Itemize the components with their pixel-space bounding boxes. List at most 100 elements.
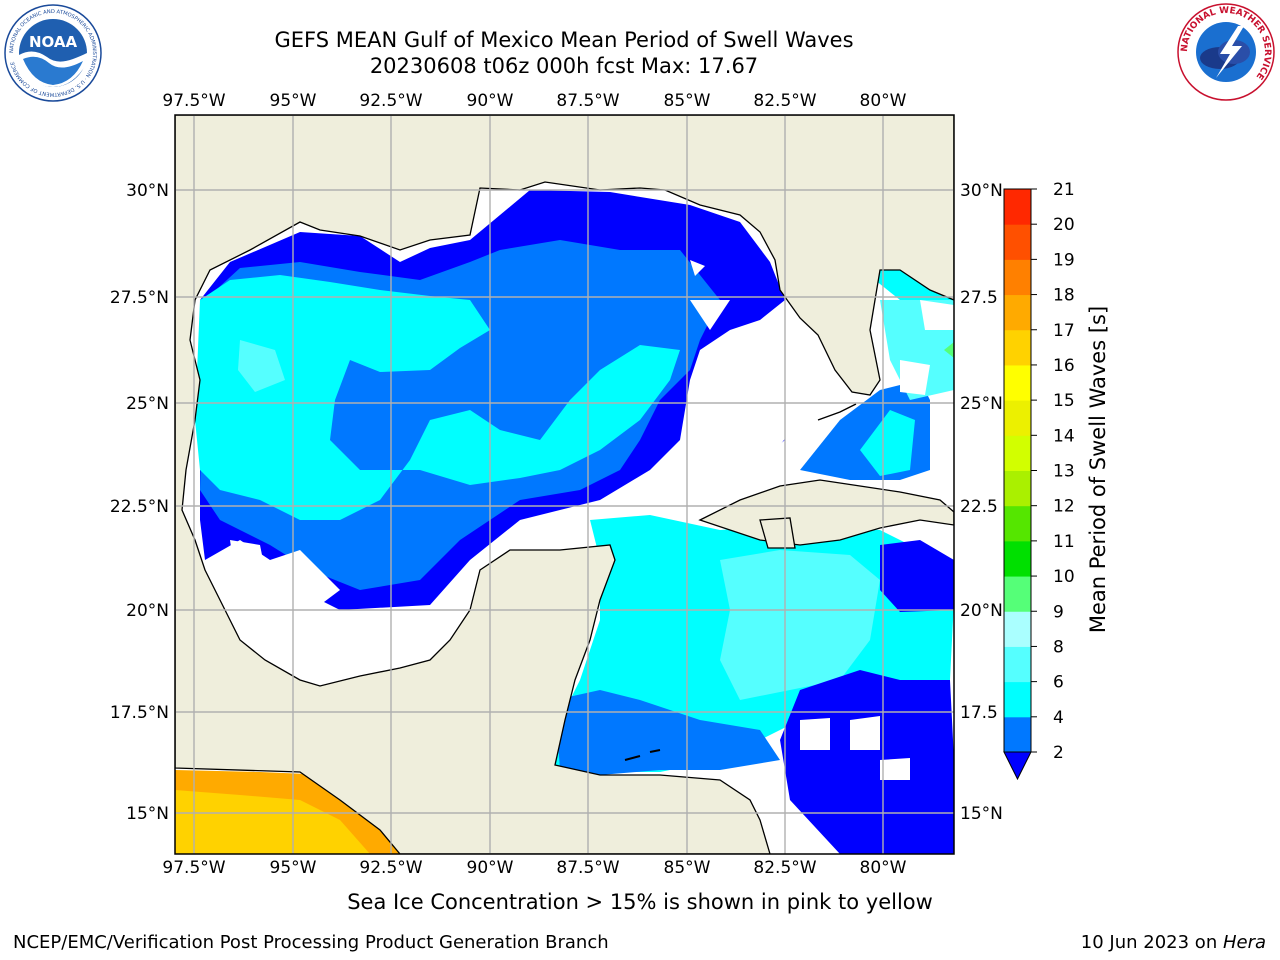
colorbar-tick-label: 17 [1053,321,1075,341]
colorbar-tick-label: 14 [1053,426,1075,446]
swell-lowvalue-area-2 [690,260,705,276]
chart-title: GEFS MEAN Gulf of Mexico Mean Period of … [274,28,854,52]
lat-label-left: 15°N [126,804,169,824]
colorbar-tick-label: 11 [1053,532,1075,552]
colorbar-swatch [1004,716,1031,753]
colorbar-tick-label: 4 [1053,708,1064,728]
lat-label-left: 25°N [126,394,169,414]
colorbar-tick-label: 15 [1053,391,1075,411]
swell-fill-carib-2s-east [780,670,954,854]
colorbar-swatch [1004,224,1031,260]
colorbar-swatch [1004,294,1031,331]
lon-label-top: 85°W [664,91,711,111]
nws-logo: NATIONAL WEATHER SERVICE [1177,3,1275,101]
map-axis-labels: 97.5°W 97.5°W 95°W 95°W 92.5°W 92.5°W 90°W 90°W… [110,91,1003,878]
colorbar-tick-label: 9 [1053,602,1064,622]
lat-label-left: 27.5°N [110,288,169,308]
swell-lowvalue-area-3 [690,360,800,470]
lat-label-left: 20°N [126,601,169,621]
swell-fill-west-patch [238,340,285,392]
swell-lowvalue-area-1 [690,300,730,330]
lat-label-right: 25°N [960,394,1003,414]
lat-label-right: 27.5 [960,288,998,308]
noaa-logo: NATIONAL OCEANIC AND ATMOSPHERIC ADMINIS… [4,4,102,102]
lat-label-right: 17.5 [960,703,998,723]
swell-lowvalue-area-5 [230,540,265,575]
colorbar: 2 4 6 8 9 10 11 12 13 14 15 16 17 18 19 20 21 Mean Period… [1003,180,1110,781]
colorbar-swatch [1004,435,1031,471]
footer-credit: NCEP/EMC/Verification Post Processing Pr… [13,932,609,953]
swell-lowvalue-area-7 [850,716,880,750]
map-layers [175,115,954,854]
colorbar-tick-label: 8 [1053,637,1064,657]
lon-label-bottom: 82.5°W [753,858,816,878]
swell-fill-carib-2s-ne [880,540,954,612]
lon-label-bottom: 97.5°W [162,858,225,878]
colorbar-swatch [1004,576,1031,612]
lon-label-bottom: 92.5°W [359,858,422,878]
colorbar-tick-label: 19 [1053,250,1075,270]
colorbar-tick-label: 16 [1053,356,1075,376]
map-gridlines [175,115,954,854]
footer-date: 10 Jun 2023 on Hera [1081,932,1266,953]
noaa-logo-text: NOAA [29,33,78,51]
colorbar-swatch [1004,470,1031,507]
colorbar-swatch [1004,400,1031,436]
colorbar-swatch [1004,611,1031,647]
swell-fill-carib-4s-south [555,690,780,775]
colorbar-tick-label: 18 [1053,286,1075,306]
colorbar-ticks: 2 4 6 8 9 10 11 12 13 14 15 16 17 18 19 20 21 [1031,180,1075,763]
swell-lowvalue-area-8 [880,758,910,780]
lon-label-bottom: 80°W [860,858,907,878]
colorbar-tick-label: 2 [1053,743,1064,763]
lon-label-top: 87.5°W [556,91,619,111]
colorbar-swatch [1004,259,1031,296]
lon-label-bottom: 85°W [664,858,711,878]
swell-fill-pacific-16s [175,790,370,854]
map-plot-area [174,114,955,855]
swell-fill-gulf-6s [195,275,680,520]
swell-lowvalue-area-6 [800,718,830,750]
coast-florida-keys [817,403,857,421]
colorbar-swatch [1004,646,1031,683]
colorbar-swatch [1004,329,1031,366]
colorbar-tick-label: 12 [1053,497,1075,517]
swell-lowvalue-area-10 [930,395,954,480]
colorbar-swatch [1004,364,1031,401]
land-isla-juventud [759,517,796,549]
lon-label-top: 80°W [860,91,907,111]
colorbar-tick-label: 6 [1053,673,1064,693]
colorbar-swatch [1004,540,1031,577]
colorbar-tick-label: 13 [1053,462,1075,482]
lat-label-right: 30°N [960,181,1003,201]
lat-label-right: 15°N [960,804,1003,824]
colorbar-extend-arrow [1003,751,1032,781]
colorbar-swatch [1004,681,1031,718]
colorbar-tick-label: 21 [1053,180,1075,200]
lon-label-top: 82.5°W [753,91,816,111]
coast-bay-islands [624,749,661,761]
lon-label-top: 97.5°W [162,91,225,111]
lon-label-top: 90°W [467,91,514,111]
colorbar-tick-label: 10 [1053,567,1075,587]
colorbar-swatch [1004,189,1031,225]
chart-subtitle: 20230608 t06z 000h fcst Max: 17.67 [369,54,759,78]
swell-fill-straits-6s [860,410,915,476]
colorbar-tick-label: 20 [1053,215,1075,235]
lon-label-top: 95°W [270,91,317,111]
swell-fill-carib-8s [720,550,880,700]
lat-label-left: 30°N [126,181,169,201]
swell-lowvalue-area-11 [920,300,954,330]
land-north-america [175,115,954,854]
map-frame [174,114,955,855]
lat-label-left: 17.5°N [110,703,169,723]
lon-label-top: 92.5°W [359,91,422,111]
swell-lowvalue-area-12 [290,620,330,680]
colorbar-label: Mean Period of Swell Waves [s] [1086,306,1110,633]
lon-label-bottom: 95°W [270,858,317,878]
swell-fill-atlantic-10s-edge [944,342,954,358]
lat-label-left: 22.5°N [110,497,169,517]
colorbar-swatch [1004,505,1031,542]
sea-ice-note: Sea Ice Concentration > 15% is shown in … [347,890,933,914]
